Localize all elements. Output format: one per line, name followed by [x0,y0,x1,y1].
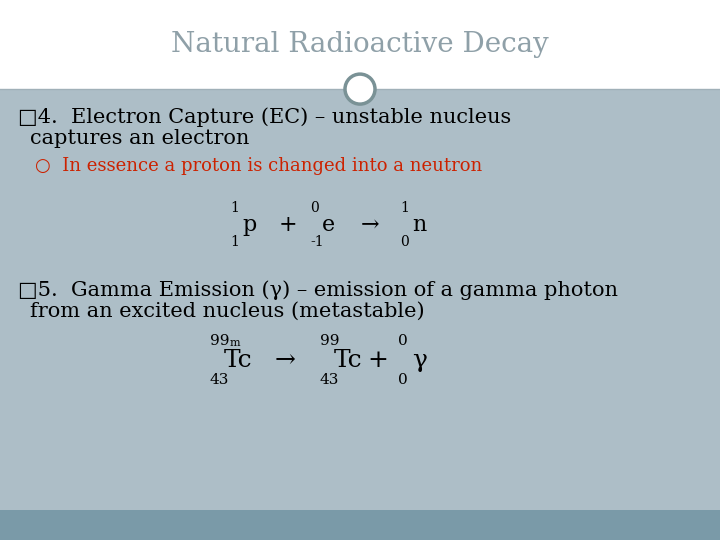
Text: m: m [230,338,240,348]
Text: 1: 1 [400,201,409,215]
Text: 99: 99 [210,334,230,348]
Text: 1: 1 [230,201,239,215]
Text: γ: γ [412,349,427,372]
Text: +: + [279,214,297,236]
Text: 0: 0 [310,201,319,215]
Text: n: n [412,214,426,236]
Bar [0,0,720,89]
Text: □4.  Electron Capture (EC) – unstable nucleus: □4. Electron Capture (EC) – unstable nuc… [18,107,511,127]
Text: e: e [322,214,335,236]
Text: p: p [242,214,256,236]
Text: 0: 0 [398,334,408,348]
Text: captures an electron: captures an electron [30,129,249,148]
Text: 43: 43 [320,373,339,387]
Text: from an excited nucleus (metastable): from an excited nucleus (metastable) [30,302,425,321]
Text: 99: 99 [320,334,340,348]
Text: Tc: Tc [334,349,363,372]
Text: +: + [368,349,388,372]
Text: Natural Radioactive Decay: Natural Radioactive Decay [171,31,549,58]
Text: 0: 0 [400,235,409,249]
Text: →: → [361,214,379,236]
Text: Tc: Tc [224,349,253,372]
Text: ○  In essence a proton is changed into a neutron: ○ In essence a proton is changed into a … [35,157,482,175]
Text: -1: -1 [310,235,323,249]
Text: →: → [274,349,295,372]
Circle shape [345,74,375,104]
Text: 1: 1 [230,235,239,249]
Text: 43: 43 [210,373,230,387]
Bar [0,510,720,540]
Text: 0: 0 [398,373,408,387]
Text: □5.  Gamma Emission (γ) – emission of a gamma photon: □5. Gamma Emission (γ) – emission of a g… [18,280,618,300]
